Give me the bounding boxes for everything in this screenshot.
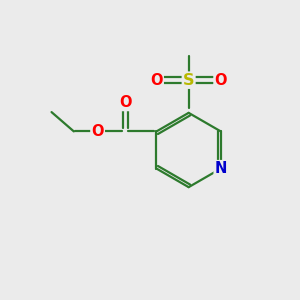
Text: S: S <box>183 73 194 88</box>
Text: N: N <box>214 161 227 176</box>
Text: O: O <box>150 73 163 88</box>
Text: O: O <box>92 124 104 139</box>
Text: O: O <box>119 95 131 110</box>
Text: O: O <box>214 73 227 88</box>
